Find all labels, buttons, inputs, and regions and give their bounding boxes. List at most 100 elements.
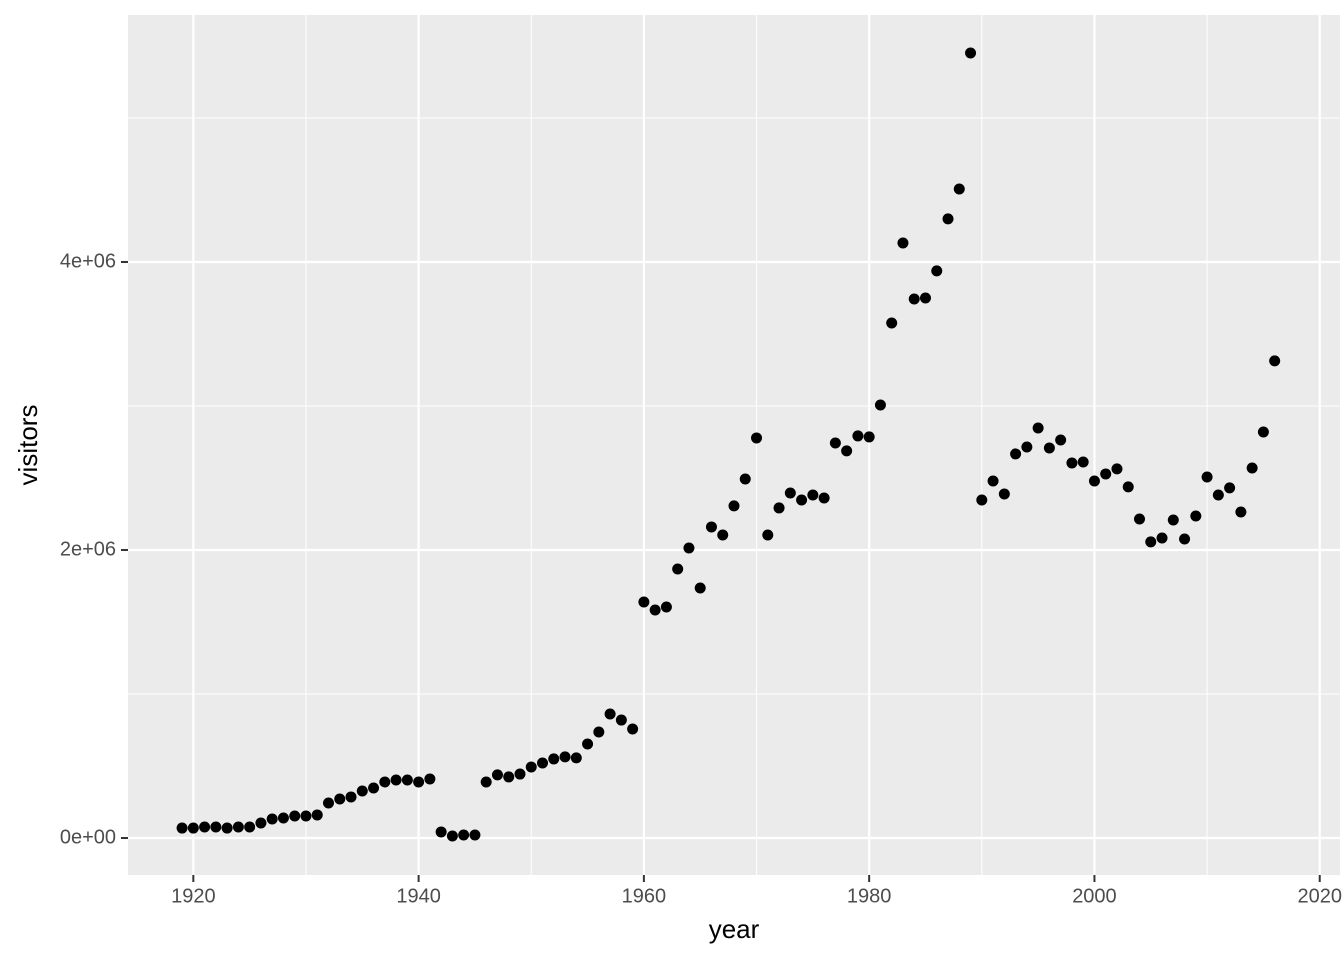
- point: [232, 821, 244, 833]
- point: [796, 494, 808, 506]
- point: [908, 293, 920, 305]
- point: [627, 723, 639, 735]
- point: [897, 237, 909, 249]
- point: [852, 430, 864, 442]
- point: [1043, 442, 1055, 454]
- point: [998, 488, 1010, 500]
- point: [334, 793, 346, 805]
- point: [762, 529, 774, 541]
- point: [413, 776, 425, 788]
- y-tick-label: 2e+06: [60, 538, 116, 560]
- point: [739, 473, 751, 485]
- point: [221, 822, 233, 834]
- point: [266, 813, 278, 825]
- point: [649, 604, 661, 616]
- point: [1134, 513, 1146, 525]
- point: [784, 487, 796, 499]
- point: [379, 776, 391, 788]
- point: [255, 817, 267, 829]
- point: [311, 809, 323, 821]
- point: [446, 830, 458, 842]
- x-axis-title: year: [709, 914, 760, 944]
- point: [965, 47, 977, 59]
- point: [818, 492, 830, 504]
- point: [210, 821, 222, 833]
- point: [537, 757, 549, 769]
- x-tick-label: 1940: [396, 885, 441, 907]
- point: [773, 502, 785, 514]
- point: [1100, 468, 1112, 480]
- point: [919, 292, 931, 304]
- point: [345, 791, 357, 803]
- y-tick-label: 0e+00: [60, 826, 116, 848]
- point: [1246, 462, 1258, 474]
- point: [1122, 481, 1134, 493]
- point: [705, 521, 717, 533]
- point: [593, 726, 605, 738]
- point: [1156, 532, 1168, 544]
- point: [548, 753, 560, 765]
- point: [694, 582, 706, 594]
- point: [841, 445, 853, 457]
- point: [1224, 482, 1236, 494]
- x-tick-label: 1980: [847, 885, 892, 907]
- point: [514, 768, 526, 780]
- point: [582, 738, 594, 750]
- point: [931, 265, 943, 277]
- point: [829, 437, 841, 449]
- point: [1235, 506, 1247, 518]
- point: [322, 797, 334, 809]
- point: [289, 810, 301, 822]
- point: [176, 822, 188, 834]
- point: [1145, 536, 1157, 548]
- point: [1257, 426, 1269, 438]
- point: [491, 769, 503, 781]
- panel: [128, 15, 1340, 875]
- point: [559, 751, 571, 763]
- point: [570, 752, 582, 764]
- point: [976, 494, 988, 506]
- x-tick-label: 1920: [171, 885, 216, 907]
- point: [1066, 457, 1078, 469]
- point: [1088, 475, 1100, 487]
- point: [199, 821, 211, 833]
- point: [277, 812, 289, 824]
- point: [863, 431, 875, 443]
- point: [717, 529, 729, 541]
- point: [401, 774, 413, 786]
- point: [751, 432, 763, 444]
- point: [1269, 355, 1281, 367]
- point: [368, 782, 380, 794]
- point: [1010, 448, 1022, 460]
- point: [942, 213, 954, 225]
- point: [1021, 441, 1033, 453]
- point: [615, 714, 627, 726]
- x-tick-label: 2000: [1072, 885, 1117, 907]
- point: [1111, 463, 1123, 475]
- point: [683, 542, 695, 554]
- point: [953, 183, 965, 195]
- point: [390, 774, 402, 786]
- y-axis-title: visitors: [13, 405, 43, 486]
- point: [638, 596, 650, 608]
- point: [1190, 510, 1202, 522]
- point: [469, 829, 481, 841]
- point: [604, 708, 616, 720]
- point: [728, 500, 740, 512]
- point: [480, 776, 492, 788]
- point: [187, 822, 199, 834]
- point: [356, 785, 368, 797]
- point: [435, 826, 447, 838]
- x-tick-label: 2020: [1297, 885, 1342, 907]
- x-tick-label: 1960: [622, 885, 667, 907]
- point: [244, 821, 256, 833]
- point: [1167, 514, 1179, 526]
- point: [1032, 422, 1044, 434]
- point: [1077, 456, 1089, 468]
- point: [672, 563, 684, 575]
- point: [1201, 471, 1213, 483]
- point: [1055, 434, 1067, 446]
- point: [424, 773, 436, 785]
